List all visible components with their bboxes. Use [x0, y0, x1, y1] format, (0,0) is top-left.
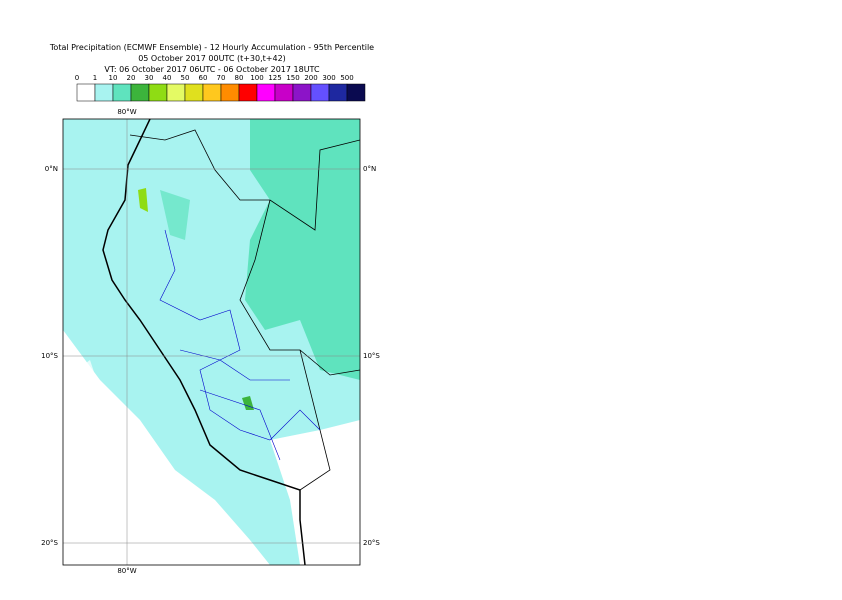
legend-label: 1: [93, 74, 97, 82]
lat-label: 10°S: [363, 352, 380, 360]
legend-label: 50: [181, 74, 190, 82]
legend-label: 500: [340, 74, 353, 82]
valid-time: VT: 06 October 2017 06UTC - 06 October 2…: [104, 65, 320, 74]
legend-swatch: [292, 83, 312, 102]
legend-label: 0: [75, 74, 79, 82]
lat-label: 10°S: [41, 352, 58, 360]
legend-label: 30: [145, 74, 154, 82]
legend-label: 20: [127, 74, 136, 82]
legend-swatch: [256, 83, 276, 102]
legend-swatch: [202, 83, 222, 102]
legend-swatch: [148, 83, 168, 102]
lat-label: 20°S: [363, 539, 380, 547]
legend-swatch: [238, 83, 258, 102]
legend-label: 10: [109, 74, 118, 82]
legend-swatch: [274, 83, 294, 102]
legend-swatch: [130, 83, 150, 102]
lon-label: 80°W: [117, 567, 136, 575]
legend-swatch: [166, 83, 186, 102]
legend-label: 70: [217, 74, 226, 82]
legend-label: 60: [199, 74, 208, 82]
map: [63, 119, 360, 565]
legend-swatch: [184, 83, 204, 102]
map-frame: [62, 118, 361, 566]
lat-label: 20°S: [41, 539, 58, 547]
run-time: 05 October 2017 00UTC (t+30,t+42): [138, 54, 286, 63]
legend-label: 300: [322, 74, 335, 82]
legend-swatch: [328, 83, 348, 102]
legend: 0 1 10 20 30 40 50 60 70 80 100 125 150 200 300 500: [75, 74, 366, 102]
title: Total Precipitation (ECMWF Ensemble) - 1…: [49, 43, 374, 52]
legend-label: 150: [286, 74, 299, 82]
legend-swatch: [76, 83, 96, 102]
legend-swatch: [112, 83, 132, 102]
legend-swatch: [220, 83, 240, 102]
lat-label: 0°N: [363, 165, 376, 173]
legend-swatch: [346, 83, 366, 102]
legend-label: 80: [235, 74, 244, 82]
lat-labels: 0°N 10°S 20°S 0°N 10°S 20°S: [41, 165, 380, 547]
lat-label: 0°N: [45, 165, 58, 173]
lon-label: 80°W: [117, 108, 136, 116]
legend-label: 200: [304, 74, 317, 82]
legend-label: 40: [163, 74, 172, 82]
legend-swatch: [94, 83, 114, 102]
legend-label: 125: [268, 74, 281, 82]
legend-swatch: [310, 83, 330, 102]
legend-label: 100: [250, 74, 263, 82]
